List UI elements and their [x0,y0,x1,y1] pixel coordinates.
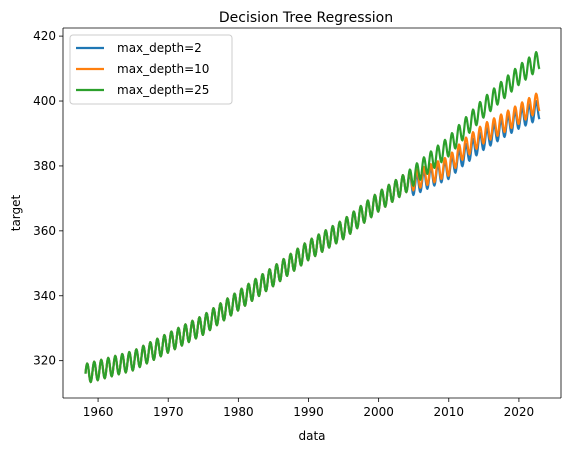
y-tick-label: 420 [33,29,56,43]
legend-label-1: max_depth=2 [117,41,202,55]
series-layer [84,50,541,384]
x-tick-label: 2010 [434,405,465,419]
x-tick-label: 2020 [504,405,535,419]
x-axis-ticks: 1960 1970 1980 1990 2000 2010 2020 [83,398,534,419]
y-tick-label: 360 [33,224,56,238]
x-tick-label: 1960 [83,405,114,419]
legend-label-3: max_depth=25 [117,83,209,97]
x-tick-label: 1970 [153,405,184,419]
y-tick-label: 380 [33,159,56,173]
x-tick-label: 2000 [363,405,394,419]
y-axis-ticks: 320 340 360 380 400 420 [33,29,63,368]
y-tick-label: 320 [33,354,56,368]
x-axis-label: data [298,429,325,443]
y-tick-label: 340 [33,289,56,303]
axes-frame [62,27,562,399]
x-tick-label: 1980 [223,405,254,419]
chart-title: Decision Tree Regression [219,10,393,26]
legend-label-2: max_depth=10 [117,62,209,76]
legend: max_depth=2 max_depth=10 max_depth=25 [69,34,233,105]
series-line-3 [84,50,541,384]
legend-box [69,34,233,105]
y-axis-label: target [9,194,23,231]
x-tick-label: 1990 [293,405,324,419]
y-tick-label: 400 [33,94,56,108]
